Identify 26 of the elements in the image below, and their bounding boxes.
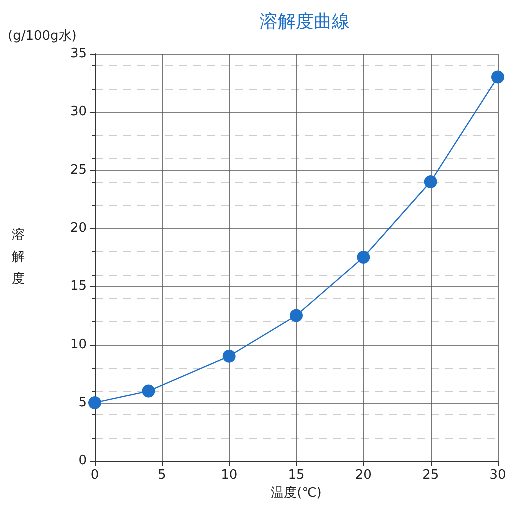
- point: [290, 309, 303, 322]
- point: [88, 396, 102, 410]
- y-tick-label: 20: [70, 220, 87, 236]
- y-tick-label: 5: [78, 395, 87, 410]
- point: [492, 70, 504, 84]
- x-tick-label: 25: [422, 468, 440, 484]
- y-tick-label: 15: [70, 279, 87, 294]
- x-tick-label: 5: [158, 468, 166, 484]
- chart-title: 溶解度曲線: [260, 12, 350, 32]
- point: [424, 175, 438, 188]
- point: [142, 384, 156, 398]
- x-tick-label: 0: [90, 468, 100, 484]
- y-axis-title: 溶解度: [12, 227, 25, 288]
- x-tick-label: 10: [221, 468, 238, 484]
- text: (g/100g水): [8, 29, 77, 44]
- point: [357, 251, 370, 264]
- x-tick-label: 20: [355, 468, 372, 484]
- y-tick-label: 10: [70, 337, 87, 352]
- x-tick-label: 30: [490, 468, 506, 484]
- x-axis-title: 温度(℃): [271, 485, 322, 501]
- y-tick-label: 30: [70, 104, 87, 120]
- y-tick-label: 35: [70, 46, 87, 62]
- y-tick-label: 25: [70, 162, 87, 178]
- x-tick-label: 15: [288, 468, 305, 484]
- point: [222, 350, 236, 363]
- y-tick-label: 0: [78, 454, 87, 469]
